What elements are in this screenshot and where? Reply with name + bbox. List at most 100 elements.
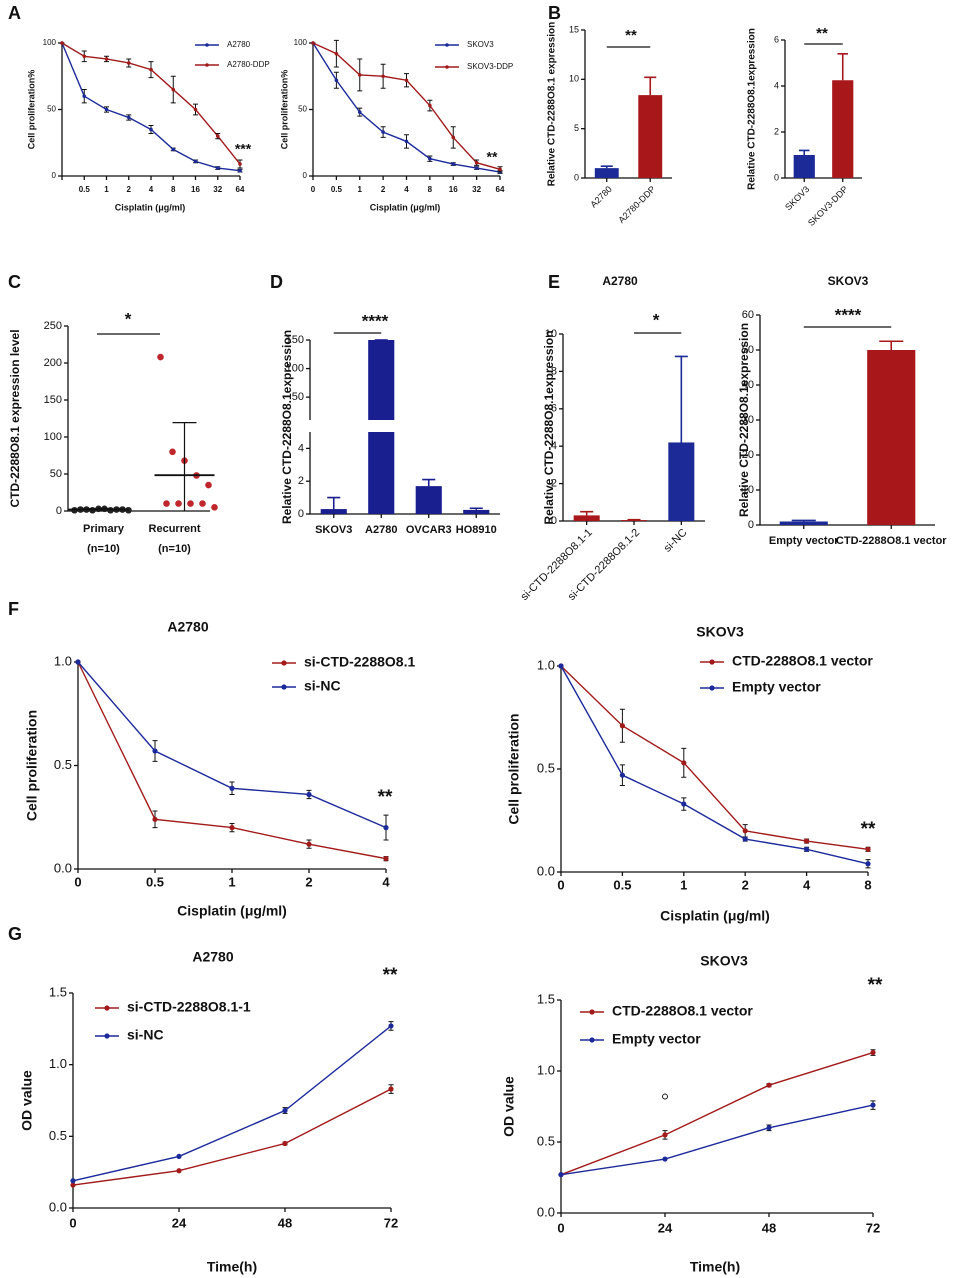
y-tick-label: 10 (569, 74, 579, 84)
bar (463, 509, 490, 514)
y-tick-label: 1.0 (537, 1062, 555, 1077)
y-tick-label: 0.5 (537, 760, 555, 775)
y-axis-label: Relative CTD-2288O8.1 expression (547, 22, 558, 187)
legend-marker (205, 43, 209, 47)
x-tick-label: 8 (171, 185, 176, 194)
point (126, 61, 131, 65)
series-line (72, 1025, 392, 1182)
y-tick-label: 50 (298, 105, 307, 114)
panel-letter: D (270, 272, 283, 292)
point (681, 801, 687, 807)
significance: ** (487, 149, 498, 165)
error-bar (600, 165, 613, 169)
point (334, 51, 339, 56)
significance: * (125, 309, 132, 328)
point (804, 846, 810, 852)
series-line (560, 665, 869, 851)
y-tick-label: 8 (551, 365, 557, 377)
x-tick-label: 48 (762, 1220, 776, 1235)
significance: * (653, 310, 660, 329)
x-axis-label: Time(h) (690, 1259, 740, 1275)
point (215, 134, 220, 138)
x-tick-label: 0 (557, 1220, 564, 1235)
point (870, 1049, 876, 1056)
point (404, 139, 409, 144)
y-tick-label: 30 (742, 414, 754, 426)
error-bar (879, 340, 904, 350)
chart-title: SKOV3 (696, 624, 744, 640)
y-tick-label: 2 (774, 126, 779, 136)
bar (638, 95, 663, 178)
legend-label: si-CTD-2288O8.1 (304, 654, 415, 670)
significance: ** (816, 25, 828, 42)
point (193, 107, 198, 112)
y-axis-label: Cell proliferation% (26, 70, 36, 150)
x-tick-label: 1 (358, 185, 363, 194)
y-tick-label: 0.5 (54, 757, 72, 772)
point (357, 110, 362, 114)
bar (793, 155, 815, 178)
x-tick-label: 2 (381, 185, 386, 194)
x-tick-label: 2 (127, 185, 132, 194)
legend-label: si-CTD-2288O8.1-1 (127, 999, 251, 1015)
x-tick-label: 32 (213, 185, 222, 194)
y-tick-label: 0.0 (49, 1199, 67, 1214)
point (82, 54, 87, 59)
x-axis-label: Cisplatin (μg/ml) (370, 202, 441, 212)
y-tick-label: 15 (569, 24, 579, 34)
y-tick-label: 20 (742, 449, 754, 461)
point (619, 723, 626, 729)
series-line (72, 1088, 392, 1186)
bar (779, 521, 828, 525)
y-tick-label: 0 (52, 171, 57, 180)
panel-letter: B (548, 3, 561, 23)
error-bar (798, 149, 810, 155)
y-tick-label: 0.0 (54, 860, 72, 875)
y-tick-label: 50 (50, 468, 62, 480)
y-tick-label: 0 (551, 515, 557, 527)
point (157, 353, 164, 361)
point (388, 1023, 394, 1029)
point (865, 861, 871, 867)
point (619, 772, 626, 778)
point (60, 41, 64, 45)
y-axis-label: Relative CTD-2288O8.1expression (747, 28, 758, 190)
x-tick-label: OVCAR3 (406, 524, 452, 536)
x-tick-label: Recurrent (149, 523, 201, 535)
x-tick-label: 0.5 (613, 877, 631, 892)
point (451, 135, 456, 140)
point (176, 1153, 182, 1159)
x-tick-label: HO8910 (456, 524, 497, 536)
legend-marker (281, 660, 287, 666)
x-tick-label: 2 (742, 877, 749, 892)
significance: ** (383, 965, 398, 986)
legend-label: A2780 (227, 40, 251, 49)
legend-label: A2780-DDP (227, 60, 270, 69)
x-tick-label: si-NC (662, 527, 690, 555)
panel-letter: G (8, 924, 22, 944)
point (383, 825, 389, 831)
x-tick-label: 0 (557, 877, 564, 892)
y-tick-label: 0 (298, 508, 304, 520)
significance: **** (835, 305, 862, 324)
point (558, 1172, 564, 1178)
panel-letter: F (8, 599, 19, 619)
point (75, 659, 81, 665)
significance: ** (861, 819, 876, 840)
point (187, 500, 194, 507)
bar (368, 432, 395, 514)
point (104, 107, 109, 112)
significance: ** (625, 27, 637, 44)
y-axis-label: Cell proliferation (506, 713, 522, 824)
x-tick-label: Primary (83, 523, 125, 535)
point (149, 127, 153, 132)
point (742, 828, 748, 834)
y-tick-label: 0 (574, 172, 579, 182)
point (149, 67, 153, 72)
y-tick-label: 1.0 (49, 1056, 67, 1071)
error-bar (644, 76, 657, 96)
error-bar (422, 478, 436, 487)
point (152, 748, 158, 754)
point (381, 130, 385, 134)
